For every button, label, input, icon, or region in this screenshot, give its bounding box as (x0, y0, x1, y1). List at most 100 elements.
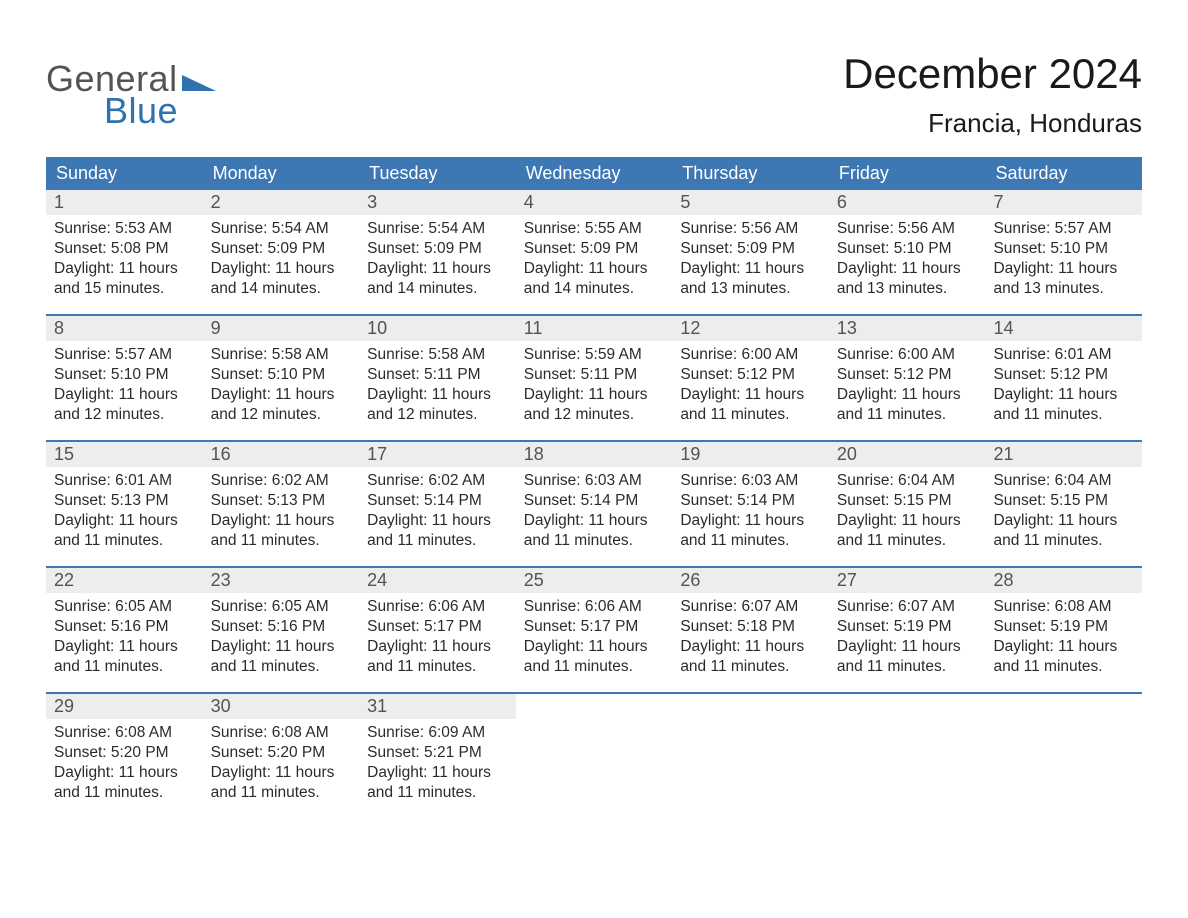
daylight-line-1: Daylight: 11 hours (54, 259, 195, 279)
daylight-line-2: and 12 minutes. (524, 405, 665, 425)
day-number: 6 (829, 190, 986, 215)
day-body: Sunrise: 5:58 AMSunset: 5:11 PMDaylight:… (359, 341, 516, 426)
weekday-header: Tuesday (359, 157, 516, 190)
daylight-line-1: Daylight: 11 hours (837, 385, 978, 405)
brand-logo: General Blue (46, 58, 216, 132)
day-body: Sunrise: 6:08 AMSunset: 5:20 PMDaylight:… (203, 719, 360, 804)
daylight-line-1: Daylight: 11 hours (680, 385, 821, 405)
sunset-line: Sunset: 5:14 PM (680, 491, 821, 511)
location-subtitle: Francia, Honduras (843, 108, 1142, 139)
day-number: 1 (46, 190, 203, 215)
sunset-line: Sunset: 5:12 PM (993, 365, 1134, 385)
logo-text-2: Blue (104, 90, 178, 132)
sunrise-line: Sunrise: 5:58 AM (211, 345, 352, 365)
day-number: 10 (359, 316, 516, 341)
sunrise-line: Sunrise: 6:08 AM (54, 723, 195, 743)
daylight-line-2: and 11 minutes. (367, 531, 508, 551)
day-cell: 23Sunrise: 6:05 AMSunset: 5:16 PMDayligh… (203, 568, 360, 692)
daylight-line-2: and 11 minutes. (993, 531, 1134, 551)
daylight-line-2: and 11 minutes. (211, 783, 352, 803)
daylight-line-2: and 12 minutes. (54, 405, 195, 425)
day-cell: 2Sunrise: 5:54 AMSunset: 5:09 PMDaylight… (203, 190, 360, 314)
day-number: 31 (359, 694, 516, 719)
day-number: 8 (46, 316, 203, 341)
sunrise-line: Sunrise: 6:02 AM (367, 471, 508, 491)
day-cell (672, 694, 829, 818)
daylight-line-1: Daylight: 11 hours (367, 763, 508, 783)
daylight-line-2: and 11 minutes. (211, 657, 352, 677)
daylight-line-1: Daylight: 11 hours (524, 385, 665, 405)
day-number: 24 (359, 568, 516, 593)
calendar-grid: SundayMondayTuesdayWednesdayThursdayFrid… (46, 157, 1142, 818)
sunset-line: Sunset: 5:20 PM (211, 743, 352, 763)
daylight-line-1: Daylight: 11 hours (993, 511, 1134, 531)
day-number: 23 (203, 568, 360, 593)
day-body: Sunrise: 5:54 AMSunset: 5:09 PMDaylight:… (203, 215, 360, 300)
daylight-line-1: Daylight: 11 hours (993, 259, 1134, 279)
daylight-line-1: Daylight: 11 hours (993, 385, 1134, 405)
day-cell: 22Sunrise: 6:05 AMSunset: 5:16 PMDayligh… (46, 568, 203, 692)
daylight-line-2: and 11 minutes. (993, 657, 1134, 677)
day-cell: 31Sunrise: 6:09 AMSunset: 5:21 PMDayligh… (359, 694, 516, 818)
daylight-line-2: and 13 minutes. (993, 279, 1134, 299)
day-body: Sunrise: 6:01 AMSunset: 5:12 PMDaylight:… (985, 341, 1142, 426)
month-title: December 2024 (843, 50, 1142, 98)
sunset-line: Sunset: 5:08 PM (54, 239, 195, 259)
day-body: Sunrise: 6:00 AMSunset: 5:12 PMDaylight:… (672, 341, 829, 426)
day-cell: 18Sunrise: 6:03 AMSunset: 5:14 PMDayligh… (516, 442, 673, 566)
daylight-line-1: Daylight: 11 hours (211, 763, 352, 783)
daylight-line-1: Daylight: 11 hours (524, 259, 665, 279)
sunset-line: Sunset: 5:09 PM (211, 239, 352, 259)
sunset-line: Sunset: 5:18 PM (680, 617, 821, 637)
day-number: 4 (516, 190, 673, 215)
daylight-line-1: Daylight: 11 hours (367, 511, 508, 531)
day-cell: 13Sunrise: 6:00 AMSunset: 5:12 PMDayligh… (829, 316, 986, 440)
daylight-line-2: and 11 minutes. (54, 783, 195, 803)
day-cell: 3Sunrise: 5:54 AMSunset: 5:09 PMDaylight… (359, 190, 516, 314)
day-body: Sunrise: 6:02 AMSunset: 5:14 PMDaylight:… (359, 467, 516, 552)
sunrise-line: Sunrise: 5:57 AM (54, 345, 195, 365)
daylight-line-2: and 14 minutes. (367, 279, 508, 299)
sunset-line: Sunset: 5:13 PM (211, 491, 352, 511)
sunset-line: Sunset: 5:09 PM (680, 239, 821, 259)
sunrise-line: Sunrise: 6:02 AM (211, 471, 352, 491)
day-body: Sunrise: 6:09 AMSunset: 5:21 PMDaylight:… (359, 719, 516, 804)
sunrise-line: Sunrise: 6:04 AM (993, 471, 1134, 491)
daylight-line-1: Daylight: 11 hours (367, 385, 508, 405)
sunrise-line: Sunrise: 6:01 AM (993, 345, 1134, 365)
sunrise-line: Sunrise: 5:54 AM (367, 219, 508, 239)
day-cell: 1Sunrise: 5:53 AMSunset: 5:08 PMDaylight… (46, 190, 203, 314)
daylight-line-2: and 11 minutes. (680, 405, 821, 425)
daylight-line-2: and 11 minutes. (54, 657, 195, 677)
daylight-line-1: Daylight: 11 hours (54, 385, 195, 405)
sunrise-line: Sunrise: 5:56 AM (680, 219, 821, 239)
day-number: 5 (672, 190, 829, 215)
sunset-line: Sunset: 5:16 PM (211, 617, 352, 637)
day-cell: 4Sunrise: 5:55 AMSunset: 5:09 PMDaylight… (516, 190, 673, 314)
sunset-line: Sunset: 5:20 PM (54, 743, 195, 763)
day-cell: 7Sunrise: 5:57 AMSunset: 5:10 PMDaylight… (985, 190, 1142, 314)
day-number: 15 (46, 442, 203, 467)
daylight-line-1: Daylight: 11 hours (54, 763, 195, 783)
day-cell: 29Sunrise: 6:08 AMSunset: 5:20 PMDayligh… (46, 694, 203, 818)
header-row: General Blue December 2024 Francia, Hond… (46, 50, 1142, 139)
sunrise-line: Sunrise: 6:09 AM (367, 723, 508, 743)
daylight-line-1: Daylight: 11 hours (54, 637, 195, 657)
day-number: 22 (46, 568, 203, 593)
day-body: Sunrise: 5:54 AMSunset: 5:09 PMDaylight:… (359, 215, 516, 300)
daylight-line-1: Daylight: 11 hours (524, 637, 665, 657)
day-cell: 14Sunrise: 6:01 AMSunset: 5:12 PMDayligh… (985, 316, 1142, 440)
sunrise-line: Sunrise: 6:00 AM (680, 345, 821, 365)
sunrise-line: Sunrise: 6:05 AM (54, 597, 195, 617)
day-body: Sunrise: 5:59 AMSunset: 5:11 PMDaylight:… (516, 341, 673, 426)
day-cell (985, 694, 1142, 818)
sunset-line: Sunset: 5:19 PM (993, 617, 1134, 637)
day-number: 28 (985, 568, 1142, 593)
day-number: 21 (985, 442, 1142, 467)
day-cell: 26Sunrise: 6:07 AMSunset: 5:18 PMDayligh… (672, 568, 829, 692)
sunrise-line: Sunrise: 6:00 AM (837, 345, 978, 365)
daylight-line-1: Daylight: 11 hours (837, 637, 978, 657)
daylight-line-1: Daylight: 11 hours (367, 259, 508, 279)
day-number: 17 (359, 442, 516, 467)
sunset-line: Sunset: 5:09 PM (524, 239, 665, 259)
